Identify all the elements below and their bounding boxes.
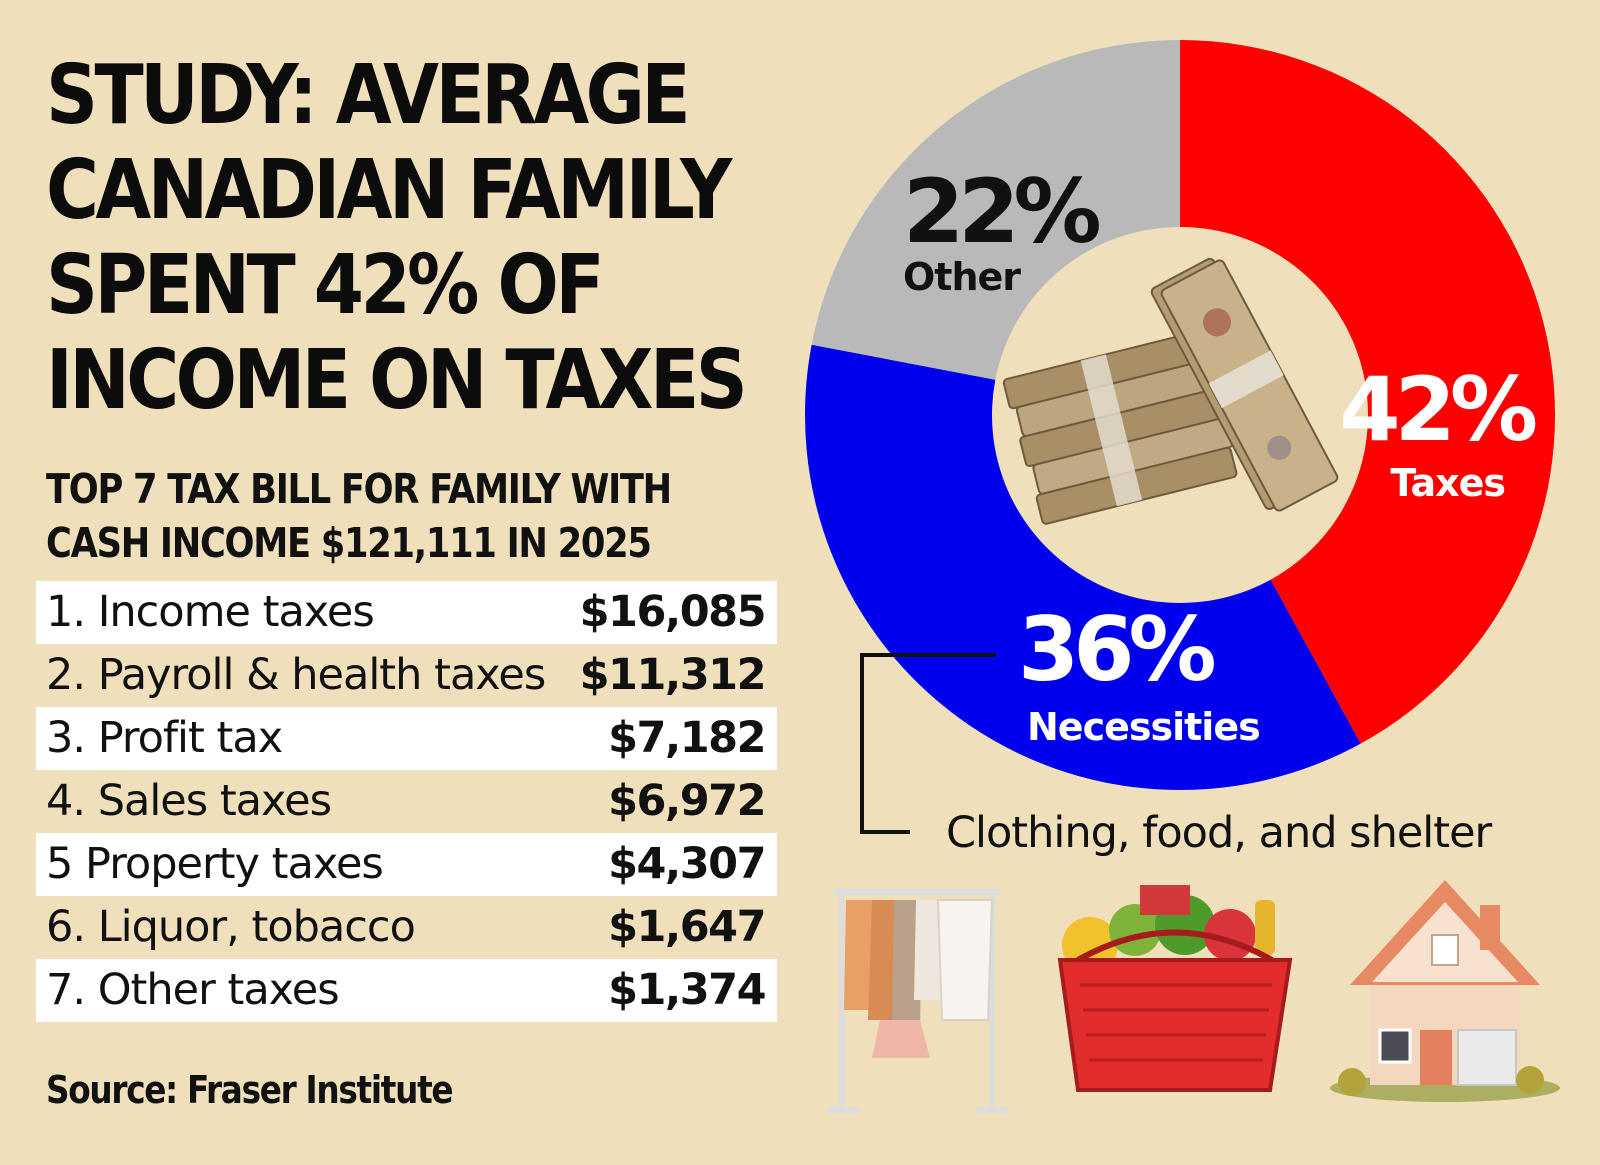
- tax-item-label: 1. Income taxes: [46, 587, 375, 637]
- tax-item-label: 4. Sales taxes: [46, 776, 332, 826]
- tax-item-amount: $4,307: [608, 839, 766, 889]
- clothing-rack-icon: [828, 889, 1008, 1113]
- tax-item-label: 7. Other taxes: [46, 965, 340, 1015]
- tax-item-amount: $16,085: [579, 587, 767, 637]
- tax-item-amount: $6,972: [608, 776, 766, 826]
- tax-item-amount: $11,312: [579, 650, 767, 700]
- money-stack-icon: [1002, 257, 1339, 525]
- tax-item-amount: $1,647: [608, 902, 766, 952]
- headline-line: CANADIAN FAMILY: [46, 143, 732, 238]
- headline: STUDY: AVERAGE CANADIAN FAMILY SPENT 42%…: [46, 48, 748, 428]
- bracket-line: [860, 653, 996, 834]
- tax-table: 1. Income taxes $16,085 2. Payroll & hea…: [36, 581, 777, 1022]
- house-icon: [1330, 880, 1560, 1102]
- subhead: TOP 7 TAX BILL FOR FAMILY WITH CASH INCO…: [46, 462, 717, 570]
- table-row: 1. Income taxes $16,085: [36, 581, 777, 644]
- tax-item-label: 6. Liquor, tobacco: [46, 902, 416, 952]
- table-row: 6. Liquor, tobacco $1,647: [36, 896, 777, 959]
- table-row: 4. Sales taxes $6,972: [36, 770, 777, 833]
- tax-item-label: 3. Profit tax: [46, 713, 283, 763]
- grocery-basket-icon: [1057, 885, 1293, 1092]
- donut-slice-other: [811, 40, 1180, 380]
- table-row: 3. Profit tax $7,182: [36, 707, 777, 770]
- headline-line: INCOME ON TAXES: [46, 333, 748, 428]
- headline-line: SPENT 42% OF: [46, 238, 605, 333]
- pie-label-value: 36%: [1018, 598, 1214, 701]
- tax-item-label: 5 Property taxes: [46, 839, 384, 889]
- source-note: Source: Fraser Institute: [46, 1068, 454, 1112]
- pie-label-category: Other: [903, 255, 1021, 299]
- headline-line: STUDY: AVERAGE: [46, 48, 691, 143]
- tax-item-label: 2. Payroll & health taxes: [46, 650, 546, 700]
- tax-item-amount: $1,374: [608, 965, 766, 1015]
- tax-item-amount: $7,182: [608, 713, 766, 763]
- pie-label-category: Necessities: [1027, 705, 1260, 749]
- pie-label-value: 22%: [903, 160, 1099, 263]
- donut-slice-necessities: [805, 344, 1361, 790]
- pie-label-category: Taxes: [1390, 461, 1505, 505]
- necessities-caption: Clothing, food, and shelter: [946, 808, 1492, 858]
- table-row: 2. Payroll & health taxes $11,312: [36, 644, 777, 707]
- table-row: 7. Other taxes $1,374: [36, 959, 777, 1022]
- donut-slices: [805, 40, 1555, 790]
- subhead-line: CASH INCOME $121,111 IN 2025: [46, 519, 652, 567]
- subhead-line: TOP 7 TAX BILL FOR FAMILY WITH: [46, 465, 672, 513]
- table-row: 5 Property taxes $4,307: [36, 833, 777, 896]
- pie-label-value: 42%: [1339, 358, 1535, 461]
- donut-slice-taxes: [1180, 40, 1555, 744]
